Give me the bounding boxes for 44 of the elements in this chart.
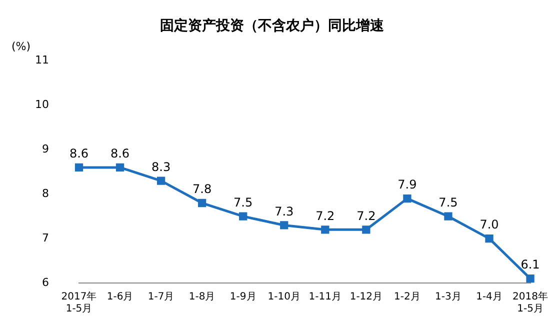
x-tick-label: 1-9月 (230, 292, 256, 303)
data-label: 7.9 (398, 178, 417, 192)
point (444, 212, 452, 220)
y-tick-label: 10 (34, 98, 49, 112)
point (485, 234, 494, 243)
data-label: 8.6 (69, 146, 89, 161)
y-tick-label: 6 (42, 276, 49, 289)
y-tick-label: 11 (34, 54, 49, 67)
x-tick-label: 1-3月 (435, 292, 462, 303)
y-tick-label: 7 (42, 231, 49, 244)
point (156, 176, 166, 185)
x-tick-label: 1-11月 (308, 292, 342, 303)
y-tick-label: 8 (42, 186, 49, 200)
point (321, 226, 330, 234)
data-label: 7.3 (274, 204, 294, 218)
data-label: 8.3 (152, 160, 171, 174)
data-label: 7.8 (192, 182, 212, 196)
data-label: 7.2 (316, 208, 335, 223)
point (403, 194, 412, 203)
data-label: 7.2 (356, 208, 376, 223)
point (362, 226, 370, 234)
x-tick-label: 1-8月 (188, 292, 216, 303)
x-tick-label: 1-4月 (476, 292, 502, 303)
y-axis-title: (%) (11, 40, 31, 54)
data-label: 8.6 (110, 146, 130, 161)
x-tick-label: 1-10月 (268, 292, 300, 303)
point (198, 198, 206, 208)
data-label: 6.1 (520, 258, 540, 272)
data-label: 7.5 (438, 195, 458, 210)
x-tick-label: 1-6月 (106, 292, 134, 303)
data-label: 7.0 (480, 218, 499, 232)
x-tick-label: 1-2月 (394, 292, 420, 303)
point (74, 163, 84, 172)
point (239, 212, 248, 220)
x-tick-label: 1-7月 (148, 292, 174, 303)
point (280, 221, 288, 230)
y-tick-label: 9 (42, 142, 49, 156)
x-tick-label: 2018年 1-5月 (512, 290, 548, 315)
point (526, 274, 534, 283)
point (116, 163, 124, 172)
chart-title: 固定资产投资（不含农户）同比增速 (160, 17, 385, 34)
data-label: 7.5 (234, 195, 253, 210)
x-tick-label: 1-12月 (350, 292, 383, 303)
x-tick-label: 2017年 1-5月 (61, 290, 97, 315)
